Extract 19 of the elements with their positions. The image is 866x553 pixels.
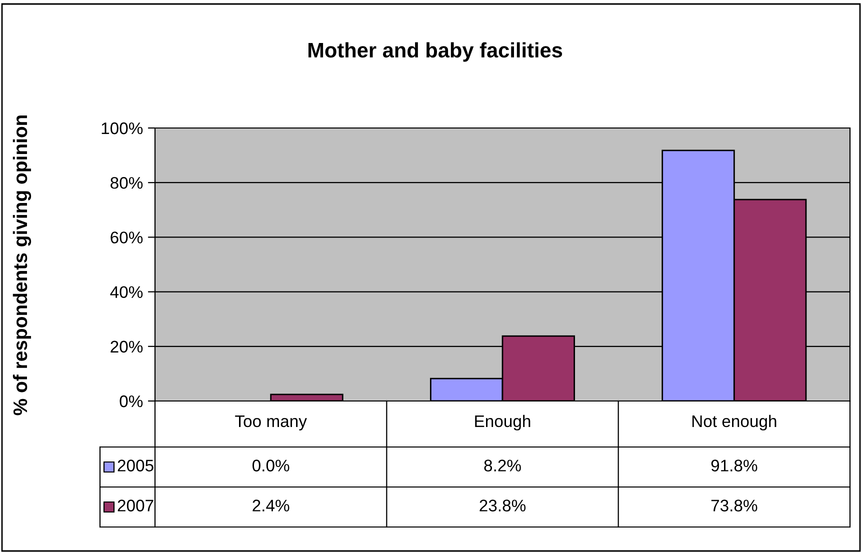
x-tick-label: Not enough (692, 414, 776, 430)
data-label: 91.8% (711, 460, 758, 472)
data-label: 8.2% (484, 460, 521, 472)
legend-label: 2005 (118, 460, 154, 472)
y-tick-label: 60% (110, 232, 143, 244)
data-label: 73.8% (711, 500, 758, 512)
chart-title: Mother and baby facilities (308, 42, 562, 62)
y-tick-label: 40% (110, 286, 143, 298)
y-tick-label: 100% (102, 122, 143, 134)
x-tick-label: Enough (475, 414, 530, 430)
y-tick-label: 80% (110, 177, 143, 189)
data-label: 0.0% (252, 460, 290, 472)
y-tick-label: 0% (120, 395, 143, 408)
y-tick-label: 20% (110, 340, 143, 353)
x-tick-label: Too many (235, 416, 307, 430)
legend-label: 2007 (118, 500, 154, 512)
data-label: 23.8% (480, 500, 526, 512)
y-axis-title: % of respondents giving opinion (12, 116, 32, 416)
data-label: 2.4% (252, 500, 290, 512)
